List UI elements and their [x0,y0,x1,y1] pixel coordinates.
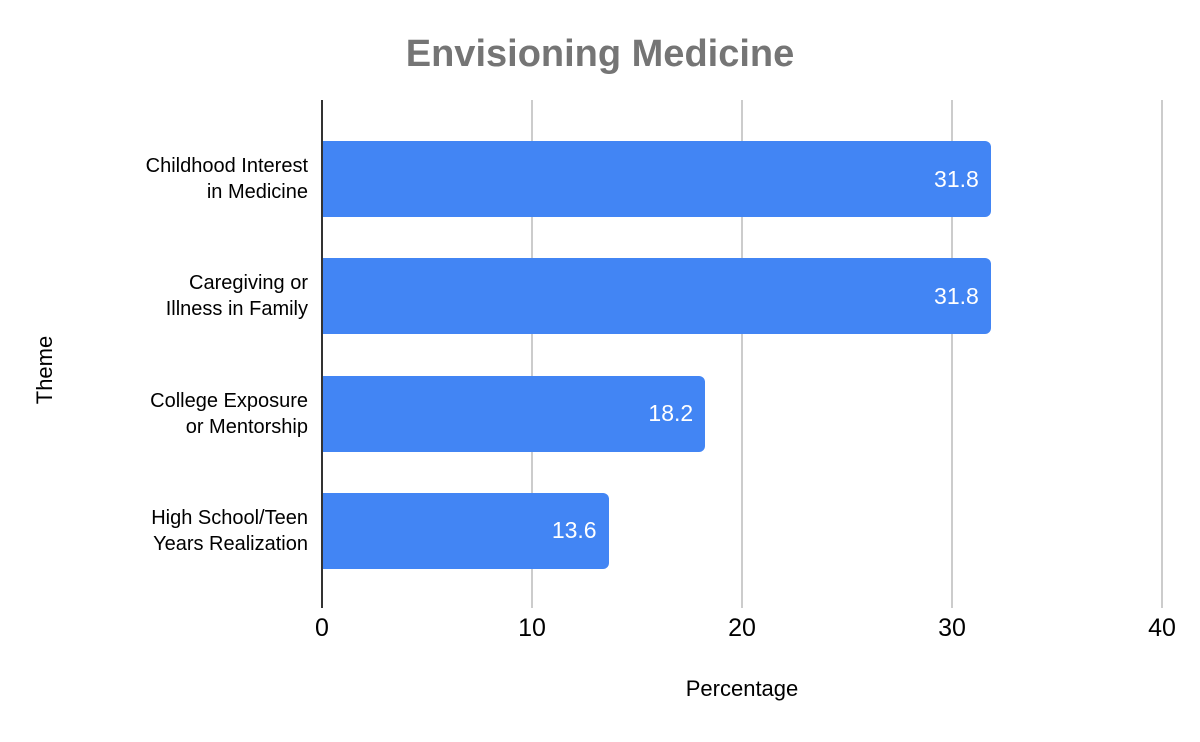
category-label-line: Illness in Family [165,298,308,321]
bar: 31.8 [323,141,991,217]
x-tick-label: 10 [518,614,546,642]
gridline [531,100,533,608]
gridline [1161,100,1163,608]
category-label-line: or Mentorship [185,415,308,438]
y-axis-line [321,100,323,608]
bar: 31.8 [323,258,991,335]
x-tick-label: 0 [315,614,329,642]
category-label-line: Childhood Interest [145,155,308,177]
x-axis-title: Percentage [685,676,799,701]
category-label-line: High School/Teen [151,506,308,529]
bar-value-label: 31.8 [934,282,979,309]
gridline [741,100,743,608]
bar-value-label: 31.8 [934,165,979,192]
bar: 18.2 [323,375,706,452]
plot-area: 31.8 31.8 18.2 13.6 Childhood Interest in Me… [146,100,1176,642]
x-tick-label: 20 [728,614,756,642]
category-label: High School/Teen Years Realization [50,493,308,569]
category-label: Caregiving or Illness in Family [50,258,308,334]
category-label-line: Caregiving or [189,272,308,295]
category-label-line: College Exposure [150,389,308,412]
category-label: Childhood Interest in Medicine [50,141,308,217]
category-label-line: in Medicine [206,181,308,203]
bar-value-label: 18.2 [648,400,694,427]
bar: 13.6 [323,492,609,569]
category-label-line: Years Realization [153,532,308,555]
bar-value-label: 13.6 [551,517,597,544]
chart-title: Envisioning Medicine [405,33,795,75]
x-tick-label: 30 [938,614,966,642]
x-tick-label: 40 [1148,614,1176,642]
category-label: College Exposure or Mentorship [50,376,308,452]
gridline [951,100,953,608]
